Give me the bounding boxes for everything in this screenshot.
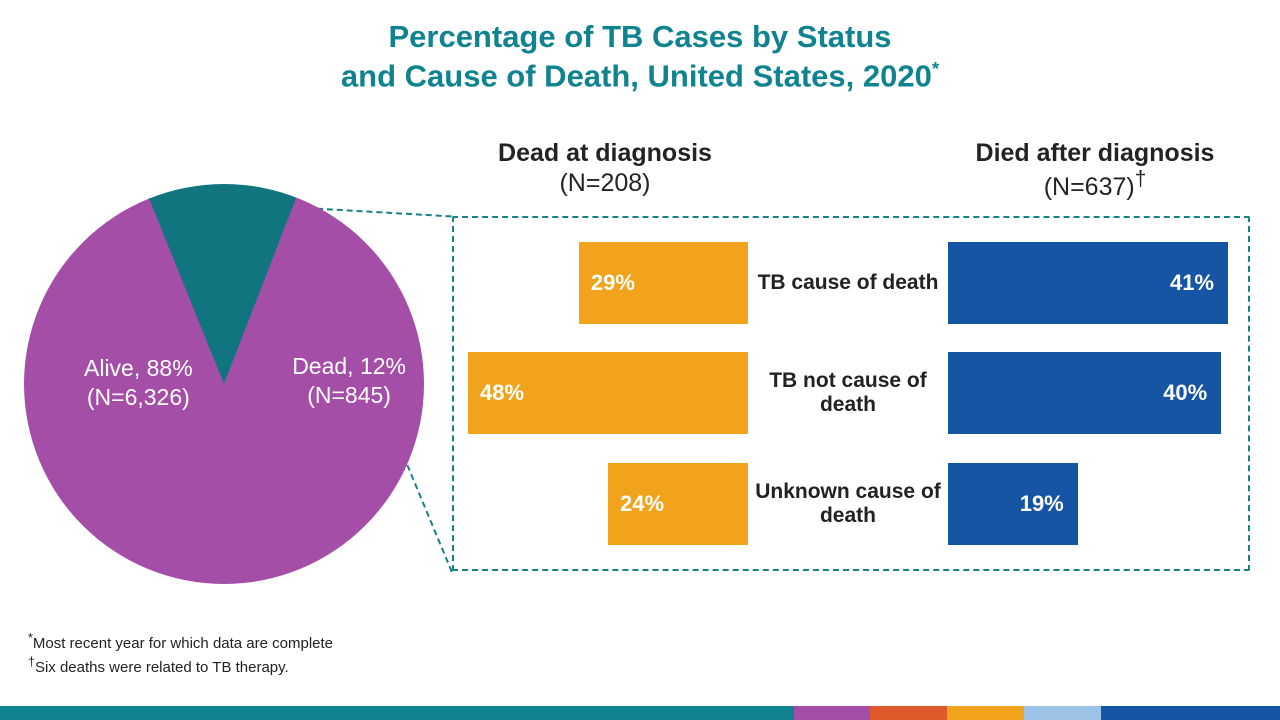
header-died-after-diagnosis: Died after diagnosis (N=637)† — [940, 138, 1250, 208]
footer-accent-bar — [0, 706, 1280, 720]
panel-headers: Dead at diagnosis (N=208) Died after dia… — [450, 138, 1250, 208]
footer-segment — [1101, 706, 1280, 720]
footer-segment — [1024, 706, 1101, 720]
footer-segment — [0, 706, 794, 720]
right-bar: 41% — [948, 242, 1228, 324]
title-line2: and Cause of Death, United States, 2020 — [341, 58, 932, 93]
footer-segment — [947, 706, 1024, 720]
footnote-2: †Six deaths were related to TB therapy. — [28, 654, 333, 678]
pie-chart: Alive, 88% (N=6,326) Dead, 12% (N=845) — [24, 184, 424, 584]
row-center-label: TB cause of death — [748, 271, 948, 295]
detail-panel: 29%TB cause of death41% 48%TB not cause o… — [452, 216, 1250, 571]
panel-row: 29%TB cause of death41% — [468, 238, 1234, 328]
footnote-1: *Most recent year for which data are com… — [28, 630, 333, 654]
footnotes: *Most recent year for which data are com… — [28, 630, 333, 679]
pie-label-dead: Dead, 12% (N=845) — [292, 352, 406, 410]
chart-title: Percentage of TB Cases by Status and Cau… — [0, 0, 1280, 96]
left-bar: 48% — [468, 352, 748, 434]
left-bar: 24% — [608, 463, 748, 545]
footer-segment — [794, 706, 871, 720]
right-bar: 40% — [948, 352, 1221, 434]
footer-segment — [870, 706, 947, 720]
title-line1: Percentage of TB Cases by Status — [388, 19, 891, 54]
right-bar: 19% — [948, 463, 1078, 545]
row-center-label: Unknown cause of death — [748, 480, 948, 528]
title-asterisk: * — [932, 58, 939, 79]
content-area: Alive, 88% (N=6,326) Dead, 12% (N=845) D… — [0, 96, 1280, 656]
left-bar: 29% — [579, 242, 748, 324]
pie-label-alive: Alive, 88% (N=6,326) — [84, 354, 193, 412]
panel-row: 24%Unknown cause of death19% — [468, 459, 1234, 549]
panel-row: 48%TB not cause of death40% — [468, 348, 1234, 438]
header-dead-at-diagnosis: Dead at diagnosis (N=208) — [450, 138, 760, 208]
row-center-label: TB not cause of death — [748, 369, 948, 417]
